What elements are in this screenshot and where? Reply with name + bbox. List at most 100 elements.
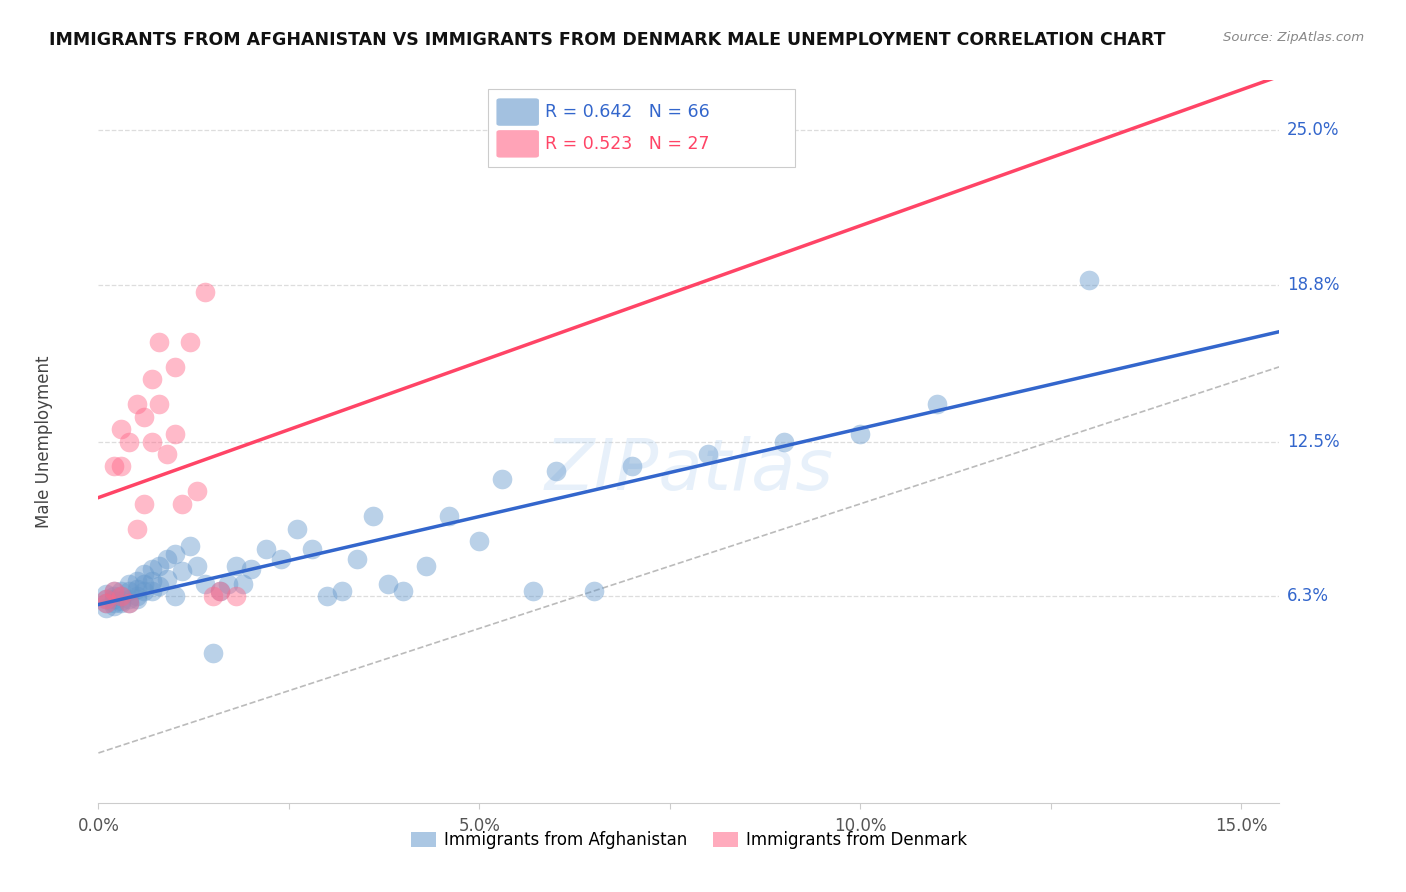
- Point: [148, 579, 170, 593]
- Point: [110, 422, 132, 436]
- Text: 25.0%: 25.0%: [1286, 121, 1340, 139]
- Point: [330, 584, 353, 599]
- Point: [118, 576, 141, 591]
- Point: [194, 285, 217, 299]
- Point: [186, 559, 208, 574]
- Point: [125, 522, 148, 536]
- Point: [156, 447, 179, 461]
- Point: [118, 597, 141, 611]
- Point: [110, 584, 132, 599]
- Point: [163, 589, 186, 603]
- FancyBboxPatch shape: [488, 89, 796, 167]
- Point: [163, 359, 186, 374]
- Point: [468, 534, 491, 549]
- Point: [103, 584, 125, 599]
- Point: [316, 589, 339, 603]
- Point: [103, 589, 125, 603]
- Point: [134, 497, 156, 511]
- Point: [141, 561, 163, 575]
- Point: [118, 434, 141, 449]
- Point: [301, 541, 323, 556]
- Text: IMMIGRANTS FROM AFGHANISTAN VS IMMIGRANTS FROM DENMARK MALE UNEMPLOYMENT CORRELA: IMMIGRANTS FROM AFGHANISTAN VS IMMIGRANT…: [49, 31, 1166, 49]
- Point: [270, 551, 292, 566]
- Point: [134, 576, 156, 591]
- FancyBboxPatch shape: [496, 98, 538, 126]
- Point: [392, 584, 415, 599]
- Point: [125, 397, 148, 411]
- Point: [163, 547, 186, 561]
- Point: [148, 334, 170, 349]
- Point: [103, 591, 125, 606]
- Point: [232, 576, 254, 591]
- Point: [141, 434, 163, 449]
- Point: [94, 601, 117, 615]
- Point: [110, 594, 132, 608]
- Point: [141, 574, 163, 588]
- Point: [491, 472, 513, 486]
- Point: [163, 427, 186, 442]
- Point: [254, 541, 277, 556]
- Text: Source: ZipAtlas.com: Source: ZipAtlas.com: [1223, 31, 1364, 45]
- Point: [134, 409, 156, 424]
- Point: [361, 509, 384, 524]
- Point: [620, 459, 643, 474]
- Point: [346, 551, 368, 566]
- Point: [141, 584, 163, 599]
- Point: [110, 597, 132, 611]
- Point: [209, 584, 232, 599]
- Point: [773, 434, 796, 449]
- Point: [849, 427, 872, 442]
- Point: [201, 646, 224, 660]
- Point: [134, 566, 156, 581]
- Point: [110, 589, 132, 603]
- Point: [697, 447, 720, 461]
- Point: [141, 372, 163, 386]
- Point: [94, 586, 117, 600]
- Point: [103, 459, 125, 474]
- Point: [94, 591, 117, 606]
- Point: [118, 584, 141, 599]
- Point: [544, 465, 567, 479]
- Point: [94, 597, 117, 611]
- Point: [118, 597, 141, 611]
- Point: [225, 559, 247, 574]
- Point: [209, 584, 232, 599]
- Point: [186, 484, 208, 499]
- Point: [156, 551, 179, 566]
- Point: [94, 597, 117, 611]
- Point: [179, 539, 201, 553]
- Point: [415, 559, 437, 574]
- Point: [179, 334, 201, 349]
- FancyBboxPatch shape: [496, 130, 538, 158]
- Point: [125, 591, 148, 606]
- Text: ZIPatlas: ZIPatlas: [544, 436, 834, 505]
- Point: [582, 584, 605, 599]
- Text: Male Unemployment: Male Unemployment: [35, 355, 53, 528]
- Text: 6.3%: 6.3%: [1286, 587, 1329, 605]
- Point: [125, 589, 148, 603]
- Text: 18.8%: 18.8%: [1286, 276, 1340, 293]
- Point: [1078, 272, 1101, 286]
- Point: [118, 591, 141, 606]
- Point: [103, 584, 125, 599]
- Point: [110, 459, 132, 474]
- Point: [172, 564, 194, 578]
- Point: [125, 574, 148, 588]
- Point: [225, 589, 247, 603]
- Text: R = 0.642   N = 66: R = 0.642 N = 66: [546, 103, 710, 121]
- Point: [925, 397, 948, 411]
- Point: [377, 576, 399, 591]
- Point: [94, 591, 117, 606]
- Point: [134, 584, 156, 599]
- Point: [194, 576, 217, 591]
- Point: [103, 597, 125, 611]
- Point: [125, 582, 148, 596]
- Point: [201, 589, 224, 603]
- Point: [217, 576, 239, 591]
- Legend: Immigrants from Afghanistan, Immigrants from Denmark: Immigrants from Afghanistan, Immigrants …: [405, 824, 973, 856]
- Point: [110, 589, 132, 603]
- Text: 12.5%: 12.5%: [1286, 433, 1340, 450]
- Point: [148, 559, 170, 574]
- Text: R = 0.523   N = 27: R = 0.523 N = 27: [546, 135, 710, 153]
- Point: [103, 599, 125, 613]
